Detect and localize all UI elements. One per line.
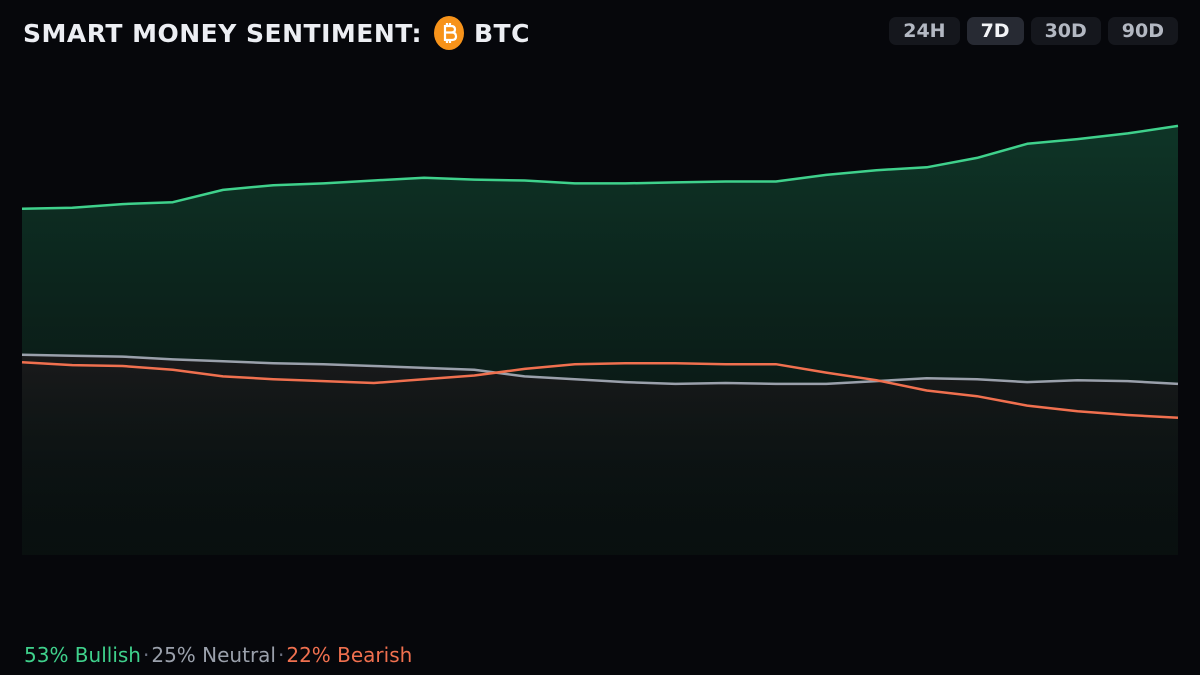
summary: 53% Bullish · 25% Neutral · 22% Bearish xyxy=(23,643,413,667)
header: SMART MONEY SENTIMENT: BTC xyxy=(23,14,530,52)
line xyxy=(21,353,1179,386)
area xyxy=(22,354,1178,555)
title: SMART MONEY SENTIMENT: xyxy=(23,18,422,48)
range-button[interactable]: 24H xyxy=(889,17,960,45)
range-button[interactable]: 30D xyxy=(1030,17,1101,45)
summary-item: 25% Neutral xyxy=(151,643,276,667)
summary-item: 22% Bearish xyxy=(286,643,413,667)
line xyxy=(21,124,1179,211)
separator: · xyxy=(142,643,150,667)
range-selector: 24H 7D 30D 90D xyxy=(889,17,1178,45)
btc-icon xyxy=(433,16,464,50)
asset: BTC xyxy=(473,18,530,48)
range-button[interactable]: 7D xyxy=(966,17,1024,45)
summary-item: 53% Bullish xyxy=(24,643,141,667)
separator: · xyxy=(277,643,285,667)
range-button[interactable]: 90D xyxy=(1107,17,1178,45)
line xyxy=(21,361,1179,420)
